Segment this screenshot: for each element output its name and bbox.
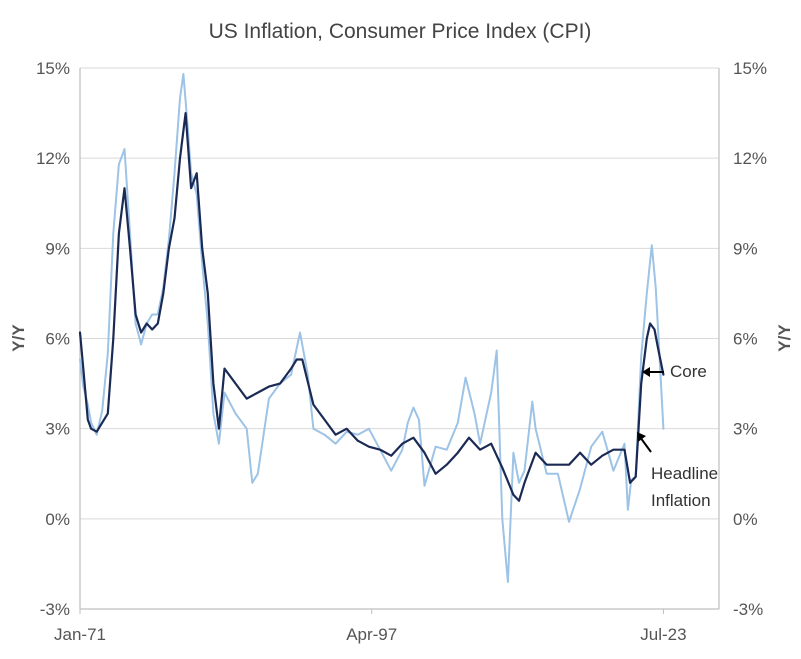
y-tick-label-right: 15% xyxy=(733,59,767,78)
headline-arrow xyxy=(639,436,652,453)
y-tick-label-left: 12% xyxy=(36,149,70,168)
core-arrow-head xyxy=(642,367,650,377)
x-tick-label: Apr-97 xyxy=(346,625,397,644)
headline-annotation-line2: Inflation xyxy=(651,491,711,510)
headline-arrow-head xyxy=(637,432,646,442)
y-axis-title-left: Y/Y xyxy=(9,324,28,352)
y-tick-label-left: 9% xyxy=(45,239,70,258)
y-tick-label-right: 3% xyxy=(733,420,758,439)
annotations: Core Headline Inflation xyxy=(637,362,718,510)
right-y-ticks: -3% 0% 3% 6% 9% 12% 15% xyxy=(733,59,767,619)
y-tick-label-right: 12% xyxy=(733,149,767,168)
y-axis-title-right: Y/Y xyxy=(775,324,794,352)
y-tick-label-left: 6% xyxy=(45,330,70,349)
headline-series-line xyxy=(79,73,665,583)
y-tick-label-left: 0% xyxy=(45,510,70,529)
y-tick-label-right: 0% xyxy=(733,510,758,529)
gridlines xyxy=(80,67,719,520)
y-tick-label-left: -3% xyxy=(40,600,70,619)
core-annotation-label: Core xyxy=(670,362,707,381)
y-tick-label-right: 9% xyxy=(733,239,758,258)
x-tick-label: Jan-71 xyxy=(54,625,106,644)
chart-title: US Inflation, Consumer Price Index (CPI) xyxy=(209,20,592,43)
y-tick-label-right: -3% xyxy=(733,600,763,619)
series-group xyxy=(78,73,665,583)
y-tick-label-left: 3% xyxy=(45,420,70,439)
left-y-ticks: -3% 0% 3% 6% 9% 12% 15% xyxy=(36,59,70,619)
x-ticks: Jan-71 Apr-97 Jul-23 xyxy=(54,609,687,644)
y-tick-label-left: 15% xyxy=(36,59,70,78)
y-tick-label-right: 6% xyxy=(733,330,758,349)
x-tick-label: Jul-23 xyxy=(640,625,686,644)
headline-annotation-line1: Headline xyxy=(651,464,718,483)
core-series-line xyxy=(78,112,665,502)
